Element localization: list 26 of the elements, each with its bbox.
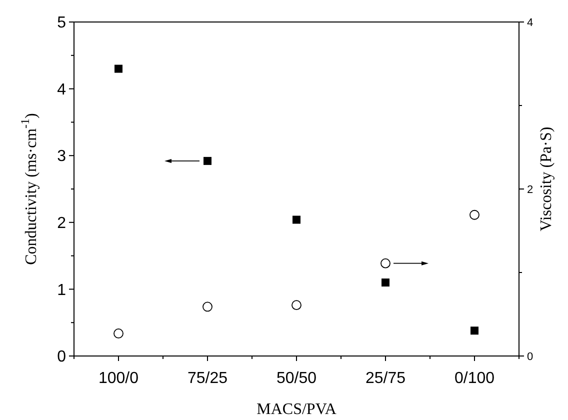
point [292, 216, 300, 224]
x-tick-label: 25/75 [365, 370, 406, 387]
y2-tick-label: 4 [527, 16, 534, 29]
point [292, 300, 302, 310]
point [204, 156, 212, 165]
x-tick-label: 100/0 [98, 370, 139, 387]
y-tick-label: 2 [57, 215, 66, 232]
x-tick-label: 0/100 [454, 370, 495, 387]
point [470, 210, 480, 220]
y-tick-label: 0 [57, 348, 66, 366]
x-tick-label: 50/50 [276, 370, 317, 387]
point [114, 64, 122, 73]
point [470, 326, 478, 335]
y-tick-label: 1 [57, 282, 66, 299]
point [382, 278, 390, 287]
y-tick-label: 3 [57, 148, 66, 166]
y-tick-label: 5 [57, 14, 66, 32]
y2-tick-label: 2 [527, 184, 534, 196]
y2-tick-label: 0 [527, 350, 534, 363]
point [380, 258, 390, 268]
point [202, 302, 212, 312]
x-tick-label: 75/25 [187, 370, 228, 387]
x-axis-title: MACS/PVA [256, 401, 337, 418]
y-tick-label: 4 [57, 81, 66, 98]
point [114, 328, 124, 338]
y2-axis-title: Viscosity (Pa·S) [538, 126, 555, 232]
